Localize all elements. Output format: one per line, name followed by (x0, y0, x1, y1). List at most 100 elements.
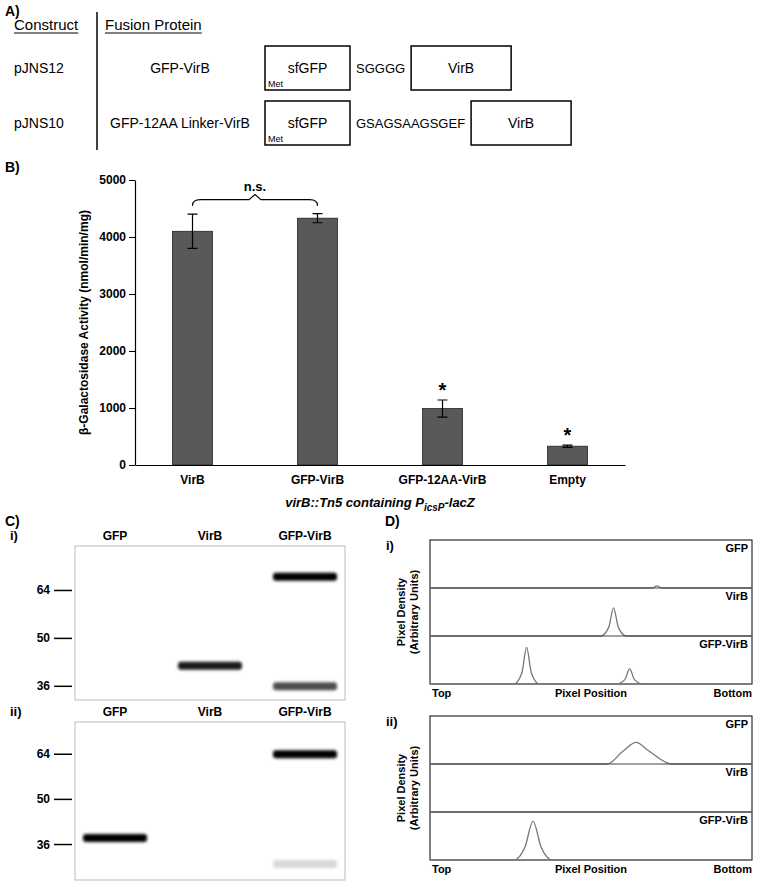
blot: i)GFPVirBGFP-VirB645036 (10, 528, 345, 700)
y-tick-label: 0 (119, 458, 126, 472)
traces (430, 586, 752, 684)
domain-label: sfGFP (288, 115, 328, 131)
trace (430, 811, 752, 812)
sub-panel-label: ii) (10, 704, 22, 719)
y-tick-label: 2000 (99, 344, 126, 358)
y-axis-title: (Arbitrary Units) (408, 569, 420, 654)
y-tick-mark (129, 408, 135, 409)
x-tick-label: VirB (180, 473, 205, 487)
y-tick: 3000 (99, 287, 135, 301)
y-axis: 0 1000 2000 3000 4000 5000 (99, 173, 135, 472)
figure: A)B)C)D)ConstructFusion ProteinpJNS12GFP… (0, 0, 760, 888)
y-tick-label: 4000 (99, 230, 126, 244)
lane-label: GFP-VirB (699, 638, 748, 650)
marker-label: 64 (37, 747, 51, 761)
band (273, 573, 337, 581)
annotations: n.s. * * (193, 179, 572, 446)
construct-name: pJNS12 (14, 60, 64, 76)
x-axis: VirB GFP-VirB GFP-12AA-VirB Empty (136, 466, 626, 487)
bands (83, 750, 337, 868)
marker-label: 64 (37, 583, 51, 597)
bar (548, 446, 588, 465)
lane-label: VirB (726, 766, 748, 778)
sub-panel-label: i) (10, 528, 18, 543)
start-residue: Met (268, 79, 284, 89)
protein-name: GFP-12AA Linker-VirB (110, 115, 250, 131)
bar (173, 231, 213, 465)
y-tick-label: 1000 (99, 401, 126, 415)
domain-label: VirB (448, 60, 474, 76)
track-baseline (430, 588, 752, 589)
y-tick-label: 5000 (99, 173, 126, 187)
x-axis-title: Pixel Position (555, 687, 627, 699)
y-tick-mark (129, 465, 135, 466)
construct-table: ConstructFusion ProteinpJNS12GFP-VirBsfG… (14, 12, 571, 150)
y-tick: 0 (119, 458, 135, 472)
error-bar (313, 214, 323, 223)
panel-label: B) (5, 159, 20, 175)
x-axis-title-part: virB::Tn5 containing P (285, 495, 424, 510)
bars (173, 214, 588, 465)
annotation: * (439, 379, 447, 401)
y-axis-title: Pixel Density (395, 577, 407, 646)
annotation: * (564, 424, 572, 446)
band (83, 834, 147, 842)
protein-name: GFP-VirB (150, 60, 210, 76)
blot: ii)GFPVirBGFP-VirB645036 (10, 704, 345, 880)
bands (178, 573, 337, 691)
header-underline (14, 33, 78, 34)
y-axis-title: Pixel Density (395, 753, 407, 822)
domain-box (411, 46, 511, 90)
traces (430, 742, 752, 860)
lane-label: GFP-VirB (278, 529, 331, 543)
western-blots: i)GFPVirBGFP-VirB645036ii)GFPVirBGFP-Vir… (10, 528, 345, 880)
marker-tick (54, 686, 72, 688)
domain-box (265, 46, 350, 90)
x-axis-title: virB::Tn5 containing PicsP-lacZ (285, 495, 476, 513)
trace (430, 586, 752, 588)
column-separator (96, 12, 98, 150)
domain-box (471, 101, 571, 145)
x-axis-title-part: -lacZ (444, 495, 475, 510)
significance-bracket (193, 195, 318, 206)
y-tick: 4000 (99, 230, 135, 244)
x-axis-title-part: icsP (424, 502, 445, 513)
trace (430, 647, 752, 684)
lane-label: GFP-VirB (278, 705, 331, 719)
marker-label: 36 (37, 838, 51, 852)
y-tick: 5000 (99, 173, 135, 187)
y-axis-title: (Arbitrary Units) (408, 745, 420, 830)
band (273, 860, 337, 868)
marker-tick (54, 799, 72, 801)
linker-sequence: GSAGSAAGSGEF (356, 116, 465, 131)
densitometry-panel: i)Pixel Density(Arbitrary Units)GFPVirBG… (386, 538, 752, 699)
band (273, 750, 337, 758)
x-axis-line (136, 465, 626, 466)
plot-frame (430, 716, 752, 860)
y-tick: 2000 (99, 344, 135, 358)
marker-tick (54, 844, 72, 846)
axis-end-label: Bottom (714, 687, 753, 699)
x-tick-label: GFP-12AA-VirB (399, 473, 487, 487)
y-tick-label: 3000 (99, 287, 126, 301)
band (273, 682, 337, 690)
header-underline (105, 33, 202, 34)
annotation: n.s. (244, 179, 266, 194)
panel-label: D) (385, 513, 400, 529)
densitometry-panel: ii)Pixel Density(Arbitrary Units)GFPVirB… (386, 714, 752, 875)
y-axis-title: β-Galactosidase Activity (nmol/min/mg) (77, 210, 91, 435)
lane-label: VirB (726, 590, 748, 602)
error-bar (438, 400, 448, 417)
lane-label: GFP (103, 529, 128, 543)
x-tick: GFP-VirB (291, 473, 344, 487)
x-tick: GFP-12AA-VirB (399, 473, 487, 487)
domain-box (265, 101, 350, 145)
panel-label: C) (5, 513, 20, 529)
marker-tick (54, 753, 72, 755)
y-tick-mark (129, 294, 135, 295)
marker-tick (54, 590, 72, 592)
marker-label: 36 (37, 679, 51, 693)
y-tick: 1000 (99, 401, 135, 415)
header: Fusion Protein (105, 16, 202, 33)
x-tick: Empty (549, 473, 586, 487)
